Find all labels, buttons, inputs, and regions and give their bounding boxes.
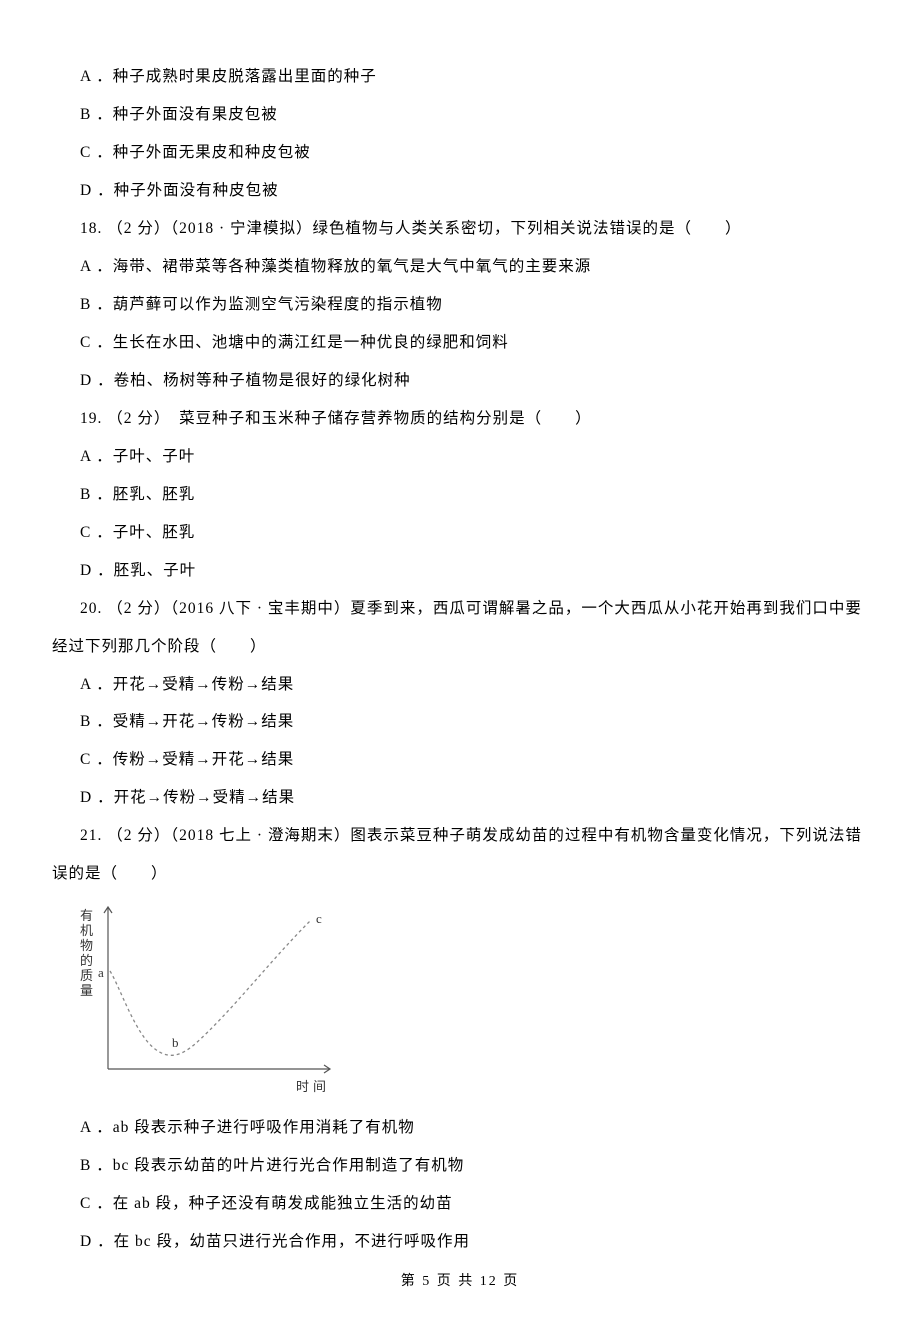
ylab-3: 的 xyxy=(80,954,93,969)
q17-option-a: A ．种子成熟时果皮脱落露出里面的种子 xyxy=(52,58,868,96)
q20-option-c: C ．传粉→受精→开花→结果 xyxy=(52,741,868,779)
chart-svg: a b c xyxy=(80,899,340,1089)
svg-text:c: c xyxy=(316,911,322,926)
q20-stem-line1: 20. （2 分）（2016 八下 · 宝丰期中）夏季到来，西瓜可谓解暑之品，一… xyxy=(52,590,868,628)
q18-stem: 18. （2 分）（2018 · 宁津模拟）绿色植物与人类关系密切，下列相关说法… xyxy=(52,210,868,248)
q18-option-d: D ．卷柏、杨树等种子植物是很好的绿化树种 xyxy=(52,362,868,400)
q21-stem-line1: 21. （2 分）（2018 七上 · 澄海期末）图表示菜豆种子萌发成幼苗的过程… xyxy=(52,817,868,855)
q17-option-c: C ．种子外面无果皮和种皮包被 xyxy=(52,134,868,172)
ylab-1: 机 xyxy=(80,924,93,939)
q18-option-c: C ．生长在水田、池塘中的满江红是一种优良的绿肥和饲料 xyxy=(52,324,868,362)
q19-option-d: D ．胚乳、子叶 xyxy=(52,552,868,590)
q20-option-b: B ．受精→开花→传粉→结果 xyxy=(52,703,868,741)
q19-option-a: A ．子叶、子叶 xyxy=(52,438,868,476)
q21-option-d: D ．在 bc 段，幼苗只进行光合作用，不进行呼吸作用 xyxy=(52,1223,868,1261)
page-footer: 第 5 页 共 12 页 xyxy=(52,1265,868,1299)
q19-option-b: B ．胚乳、胚乳 xyxy=(52,476,868,514)
q21-option-a: A ．ab 段表示种子进行呼吸作用消耗了有机物 xyxy=(52,1109,868,1147)
chart-x-axis-label: 时间 xyxy=(296,1071,330,1103)
chart-container: 有 机 物 的 质 量 abc 时间 xyxy=(52,899,868,1099)
q20-stem-line2: 经过下列那几个阶段（ ） xyxy=(52,628,868,666)
ylab-4: 质 xyxy=(80,969,93,984)
ylab-5: 量 xyxy=(80,984,93,999)
q19-stem: 19. （2 分） 菜豆种子和玉米种子储存营养物质的结构分别是（ ） xyxy=(52,400,868,438)
chart-y-axis-label: 有 机 物 的 质 量 xyxy=(80,909,93,999)
q18-option-a: A ．海带、裙带菜等各种藻类植物释放的氧气是大气中氧气的主要来源 xyxy=(52,248,868,286)
q19-option-c: C ．子叶、胚乳 xyxy=(52,514,868,552)
ylab-2: 物 xyxy=(80,939,93,954)
organic-matter-chart: 有 机 物 的 质 量 abc 时间 xyxy=(80,899,360,1099)
q18-option-b: B ．葫芦藓可以作为监测空气污染程度的指示植物 xyxy=(52,286,868,324)
q20-option-a: A ．开花→受精→传粉→结果 xyxy=(52,666,868,704)
svg-text:b: b xyxy=(172,1035,179,1050)
q21-option-b: B ．bc 段表示幼苗的叶片进行光合作用制造了有机物 xyxy=(52,1147,868,1185)
svg-text:a: a xyxy=(98,965,104,980)
q20-option-d: D ．开花→传粉→受精→结果 xyxy=(52,779,868,817)
q17-option-d: D ．种子外面没有种皮包被 xyxy=(52,172,868,210)
ylab-0: 有 xyxy=(80,909,93,924)
q21-option-c: C ．在 ab 段，种子还没有萌发成能独立生活的幼苗 xyxy=(52,1185,868,1223)
q21-stem-line2: 误的是（ ） xyxy=(52,855,868,893)
q17-option-b: B ．种子外面没有果皮包被 xyxy=(52,96,868,134)
